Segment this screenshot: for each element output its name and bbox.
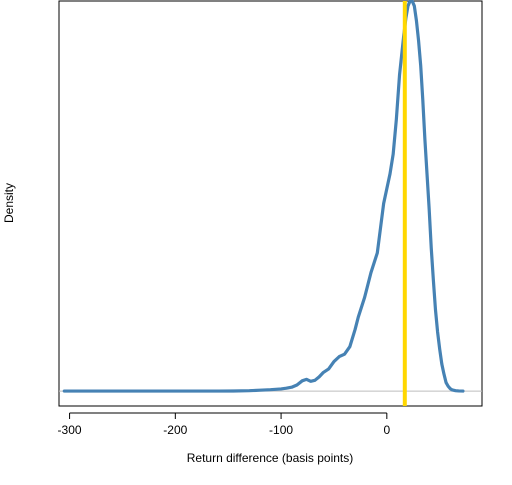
y-axis-label: Density — [2, 183, 16, 223]
x-tick-label: -300 — [58, 423, 82, 437]
plot-frame — [58, 0, 483, 407]
x-axis: -300 -200 -100 0 — [58, 412, 390, 437]
density-curve — [62, 0, 465, 393]
x-tick-label: -200 — [163, 423, 187, 437]
x-axis-label: Return difference (basis points) — [187, 451, 354, 465]
x-tick-label: 0 — [383, 423, 390, 437]
x-tick-label: -100 — [269, 423, 293, 437]
